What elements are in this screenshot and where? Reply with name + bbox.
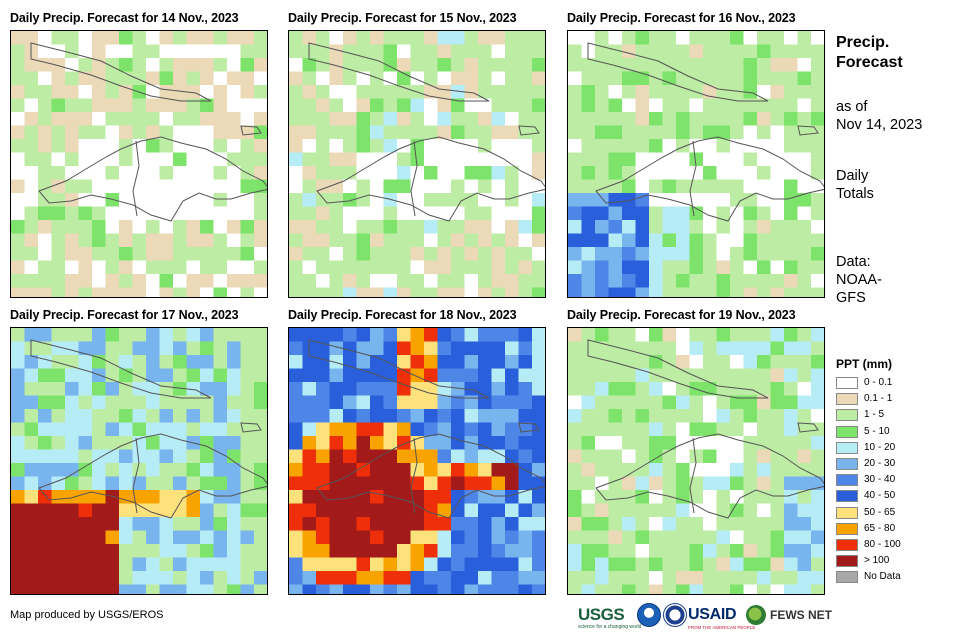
legend-swatch xyxy=(836,539,858,551)
map-panel-16-nov xyxy=(567,30,825,298)
country-border xyxy=(689,140,697,217)
fewsnet-leaf-icon xyxy=(746,605,766,625)
legend-item: 0.1 - 1 xyxy=(836,392,892,406)
legend-swatch xyxy=(836,490,858,503)
country-border xyxy=(410,140,418,217)
legend-item: 0 - 0.1 xyxy=(836,376,892,390)
coastline xyxy=(308,42,490,102)
precip-grid xyxy=(11,328,267,594)
legend-label: 10 - 20 xyxy=(864,441,896,453)
legend-title: PPT (mm) xyxy=(836,357,893,371)
coastline xyxy=(38,433,267,519)
legend-label: No Data xyxy=(864,571,901,583)
precip-grid xyxy=(289,328,545,594)
legend-label: 20 - 30 xyxy=(864,458,896,469)
legend-swatch xyxy=(836,377,858,389)
as-of-date: as of Nov 14, 2023 xyxy=(836,99,923,133)
coastline xyxy=(518,422,540,433)
precip-grid xyxy=(289,31,545,297)
coastline xyxy=(308,339,490,399)
panel-title-17-nov: Daily Precip. Forecast for 17 Nov., 2023 xyxy=(10,308,239,322)
fewsnet-logo-text: FEWS NET xyxy=(770,608,832,622)
map-panel-15-nov xyxy=(288,30,546,298)
legend-swatch xyxy=(836,555,858,568)
country-border xyxy=(410,437,418,514)
country-border xyxy=(132,140,140,217)
legend-label: 0 - 0.1 xyxy=(864,377,893,388)
coastline xyxy=(30,339,212,399)
usaid-logo: USAID FROM THE AMERICAN PEOPLE xyxy=(688,603,756,630)
legend-label: 30 - 40 xyxy=(864,474,896,486)
legend-item: 10 - 20 xyxy=(836,441,895,455)
coastline xyxy=(797,125,819,136)
daily-totals-label: Daily Totals xyxy=(836,168,874,202)
usgs-logo: USGS science for a changing world xyxy=(578,603,642,630)
panel-title-14-nov: Daily Precip. Forecast for 14 Nov., 2023 xyxy=(10,11,239,25)
legend-item: 65 - 80 xyxy=(836,522,895,536)
legend-swatch xyxy=(836,458,858,470)
legend-item: No Data xyxy=(836,570,901,584)
legend-item: 1 - 5 xyxy=(836,408,884,422)
coastline xyxy=(587,339,769,399)
map-panel-14-nov xyxy=(10,30,268,298)
legend-item: 30 - 40 xyxy=(836,473,895,487)
legend-swatch xyxy=(836,393,858,406)
panel-title-15-nov: Daily Precip. Forecast for 15 Nov., 2023 xyxy=(288,11,517,25)
country-border xyxy=(132,437,140,514)
precip-grid xyxy=(568,328,824,594)
panel-title-19-nov: Daily Precip. Forecast for 19 Nov., 2023 xyxy=(567,308,796,322)
forecast-title: Precip. Forecast xyxy=(836,34,903,71)
coastline xyxy=(797,422,819,433)
coastline xyxy=(240,422,262,433)
seal-icon xyxy=(663,603,687,627)
legend-swatch xyxy=(836,474,858,487)
legend-label: 65 - 80 xyxy=(864,522,896,534)
legend-item: 40 - 50 xyxy=(836,489,895,503)
legend-item: 5 - 10 xyxy=(836,425,890,439)
legend-item: > 100 xyxy=(836,554,889,568)
coastline xyxy=(518,125,540,136)
legend-item: 80 - 100 xyxy=(836,538,901,552)
legend-label: 80 - 100 xyxy=(864,539,901,550)
doc-seal-logo xyxy=(663,603,687,627)
legend-label: > 100 xyxy=(864,555,890,567)
usgs-logo-text: USGS science for a changing world xyxy=(578,605,642,630)
map-panel-19-nov xyxy=(567,327,825,595)
coastline xyxy=(587,42,769,102)
coastline xyxy=(316,433,545,519)
map-credit: Map produced by USGS/EROS xyxy=(10,609,164,621)
panel-title-18-nov: Daily Precip. Forecast for 18 Nov., 2023 xyxy=(288,308,517,322)
coastline xyxy=(240,125,262,136)
noaa-logo xyxy=(637,603,661,627)
coastline xyxy=(595,433,824,519)
legend-label: 0.1 - 1 xyxy=(864,393,893,405)
usaid-logo-text: USAID FROM THE AMERICAN PEOPLE xyxy=(688,606,756,630)
legend-label: 5 - 10 xyxy=(864,425,890,437)
legend-label: 1 - 5 xyxy=(864,409,885,421)
noaa-emblem-icon xyxy=(637,603,661,627)
panel-title-16-nov: Daily Precip. Forecast for 16 Nov., 2023 xyxy=(567,11,796,25)
map-panel-17-nov xyxy=(10,327,268,595)
precip-grid xyxy=(568,31,824,297)
legend-label: 50 - 65 xyxy=(864,506,896,518)
map-panel-18-nov xyxy=(288,327,546,595)
coastline xyxy=(30,42,212,102)
legend-swatch xyxy=(836,506,858,519)
legend-swatch xyxy=(836,522,858,535)
data-source: Data: NOAA- GFS xyxy=(836,254,882,306)
coastline xyxy=(38,136,267,222)
legend-swatch xyxy=(836,571,858,584)
legend-swatch xyxy=(836,425,858,438)
coastline xyxy=(595,136,824,222)
legend-item: 50 - 65 xyxy=(836,506,895,520)
fewsnet-logo: FEWS NET xyxy=(746,603,832,627)
precip-grid xyxy=(11,31,267,297)
legend-swatch xyxy=(836,409,858,422)
coastline xyxy=(316,136,545,222)
legend-swatch xyxy=(836,441,858,454)
legend-item: 20 - 30 xyxy=(836,457,895,471)
legend-label: 40 - 50 xyxy=(864,490,896,502)
country-border xyxy=(689,437,697,514)
